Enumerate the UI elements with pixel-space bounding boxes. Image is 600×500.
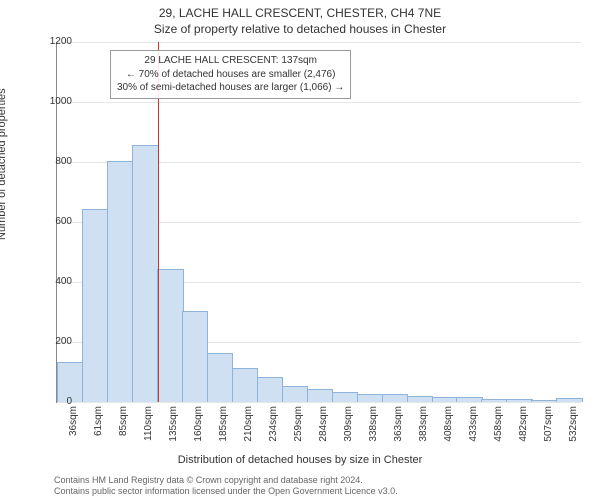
histogram-bar <box>232 368 258 402</box>
annotation-line1: 29 LACHE HALL CRESCENT: 137sqm <box>117 54 344 68</box>
histogram-bar <box>456 397 482 402</box>
x-tick-label: 160sqm <box>193 406 204 450</box>
grid-line <box>57 402 581 403</box>
title-address: 29, LACHE HALL CRESCENT, CHESTER, CH4 7N… <box>0 6 600 20</box>
title-subtitle: Size of property relative to detached ho… <box>0 22 600 36</box>
x-tick-label: 507sqm <box>543 406 554 450</box>
y-tick-label: 800 <box>32 156 72 167</box>
histogram-bar <box>481 399 507 402</box>
x-tick-label: 135sqm <box>168 406 179 450</box>
histogram-bar <box>506 399 532 402</box>
annotation-box: 29 LACHE HALL CRESCENT: 137sqm ← 70% of … <box>110 50 351 99</box>
footer: Contains HM Land Registry data © Crown c… <box>54 475 398 498</box>
footer-line1: Contains HM Land Registry data © Crown c… <box>54 475 398 487</box>
x-tick-label: 458sqm <box>493 406 504 450</box>
histogram-bar <box>132 145 158 403</box>
histogram-bar <box>407 396 433 402</box>
x-tick-label: 408sqm <box>443 406 454 450</box>
x-tick-label: 85sqm <box>118 406 129 450</box>
histogram-bar <box>207 353 233 402</box>
x-tick-label: 433sqm <box>468 406 479 450</box>
x-tick-label: 338sqm <box>368 406 379 450</box>
histogram-bar <box>531 400 557 403</box>
histogram-bar <box>556 398 582 402</box>
y-tick-label: 200 <box>32 336 72 347</box>
chart-container: 29, LACHE HALL CRESCENT, CHESTER, CH4 7N… <box>0 0 600 500</box>
x-tick-label: 383sqm <box>418 406 429 450</box>
x-tick-label: 482sqm <box>518 406 529 450</box>
histogram-bar <box>382 394 408 402</box>
x-tick-label: 185sqm <box>218 406 229 450</box>
y-tick-label: 0 <box>32 396 72 407</box>
histogram-bar <box>282 386 308 402</box>
x-tick-label: 284sqm <box>318 406 329 450</box>
x-tick-label: 532sqm <box>568 406 579 450</box>
histogram-bar <box>432 397 458 403</box>
histogram-bar <box>182 311 208 402</box>
x-tick-label: 259sqm <box>293 406 304 450</box>
annotation-line3: 30% of semi-detached houses are larger (… <box>117 81 344 95</box>
histogram-bar <box>107 161 133 402</box>
histogram-bar <box>157 269 183 402</box>
x-tick-label: 234sqm <box>268 406 279 450</box>
x-tick-label: 363sqm <box>393 406 404 450</box>
x-tick-label: 210sqm <box>243 406 254 450</box>
annotation-line2: ← 70% of detached houses are smaller (2,… <box>117 68 344 82</box>
y-tick-label: 600 <box>32 216 72 227</box>
y-tick-label: 1200 <box>32 36 72 47</box>
histogram-bar <box>357 394 383 403</box>
x-tick-label: 110sqm <box>143 406 154 450</box>
y-tick-label: 1000 <box>32 96 72 107</box>
histogram-bar <box>82 209 108 402</box>
y-axis-label: Number of detached properties <box>0 88 8 240</box>
grid-line <box>57 42 581 43</box>
x-axis-label: Distribution of detached houses by size … <box>0 454 600 466</box>
histogram-bar <box>332 392 358 402</box>
x-tick-label: 61sqm <box>93 406 104 450</box>
x-tick-label: 309sqm <box>343 406 354 450</box>
histogram-bar <box>307 389 333 402</box>
footer-line2: Contains public sector information licen… <box>54 486 398 498</box>
histogram-bar <box>257 377 283 402</box>
x-tick-label: 36sqm <box>68 406 79 450</box>
grid-line <box>57 102 581 103</box>
y-tick-label: 400 <box>32 276 72 287</box>
